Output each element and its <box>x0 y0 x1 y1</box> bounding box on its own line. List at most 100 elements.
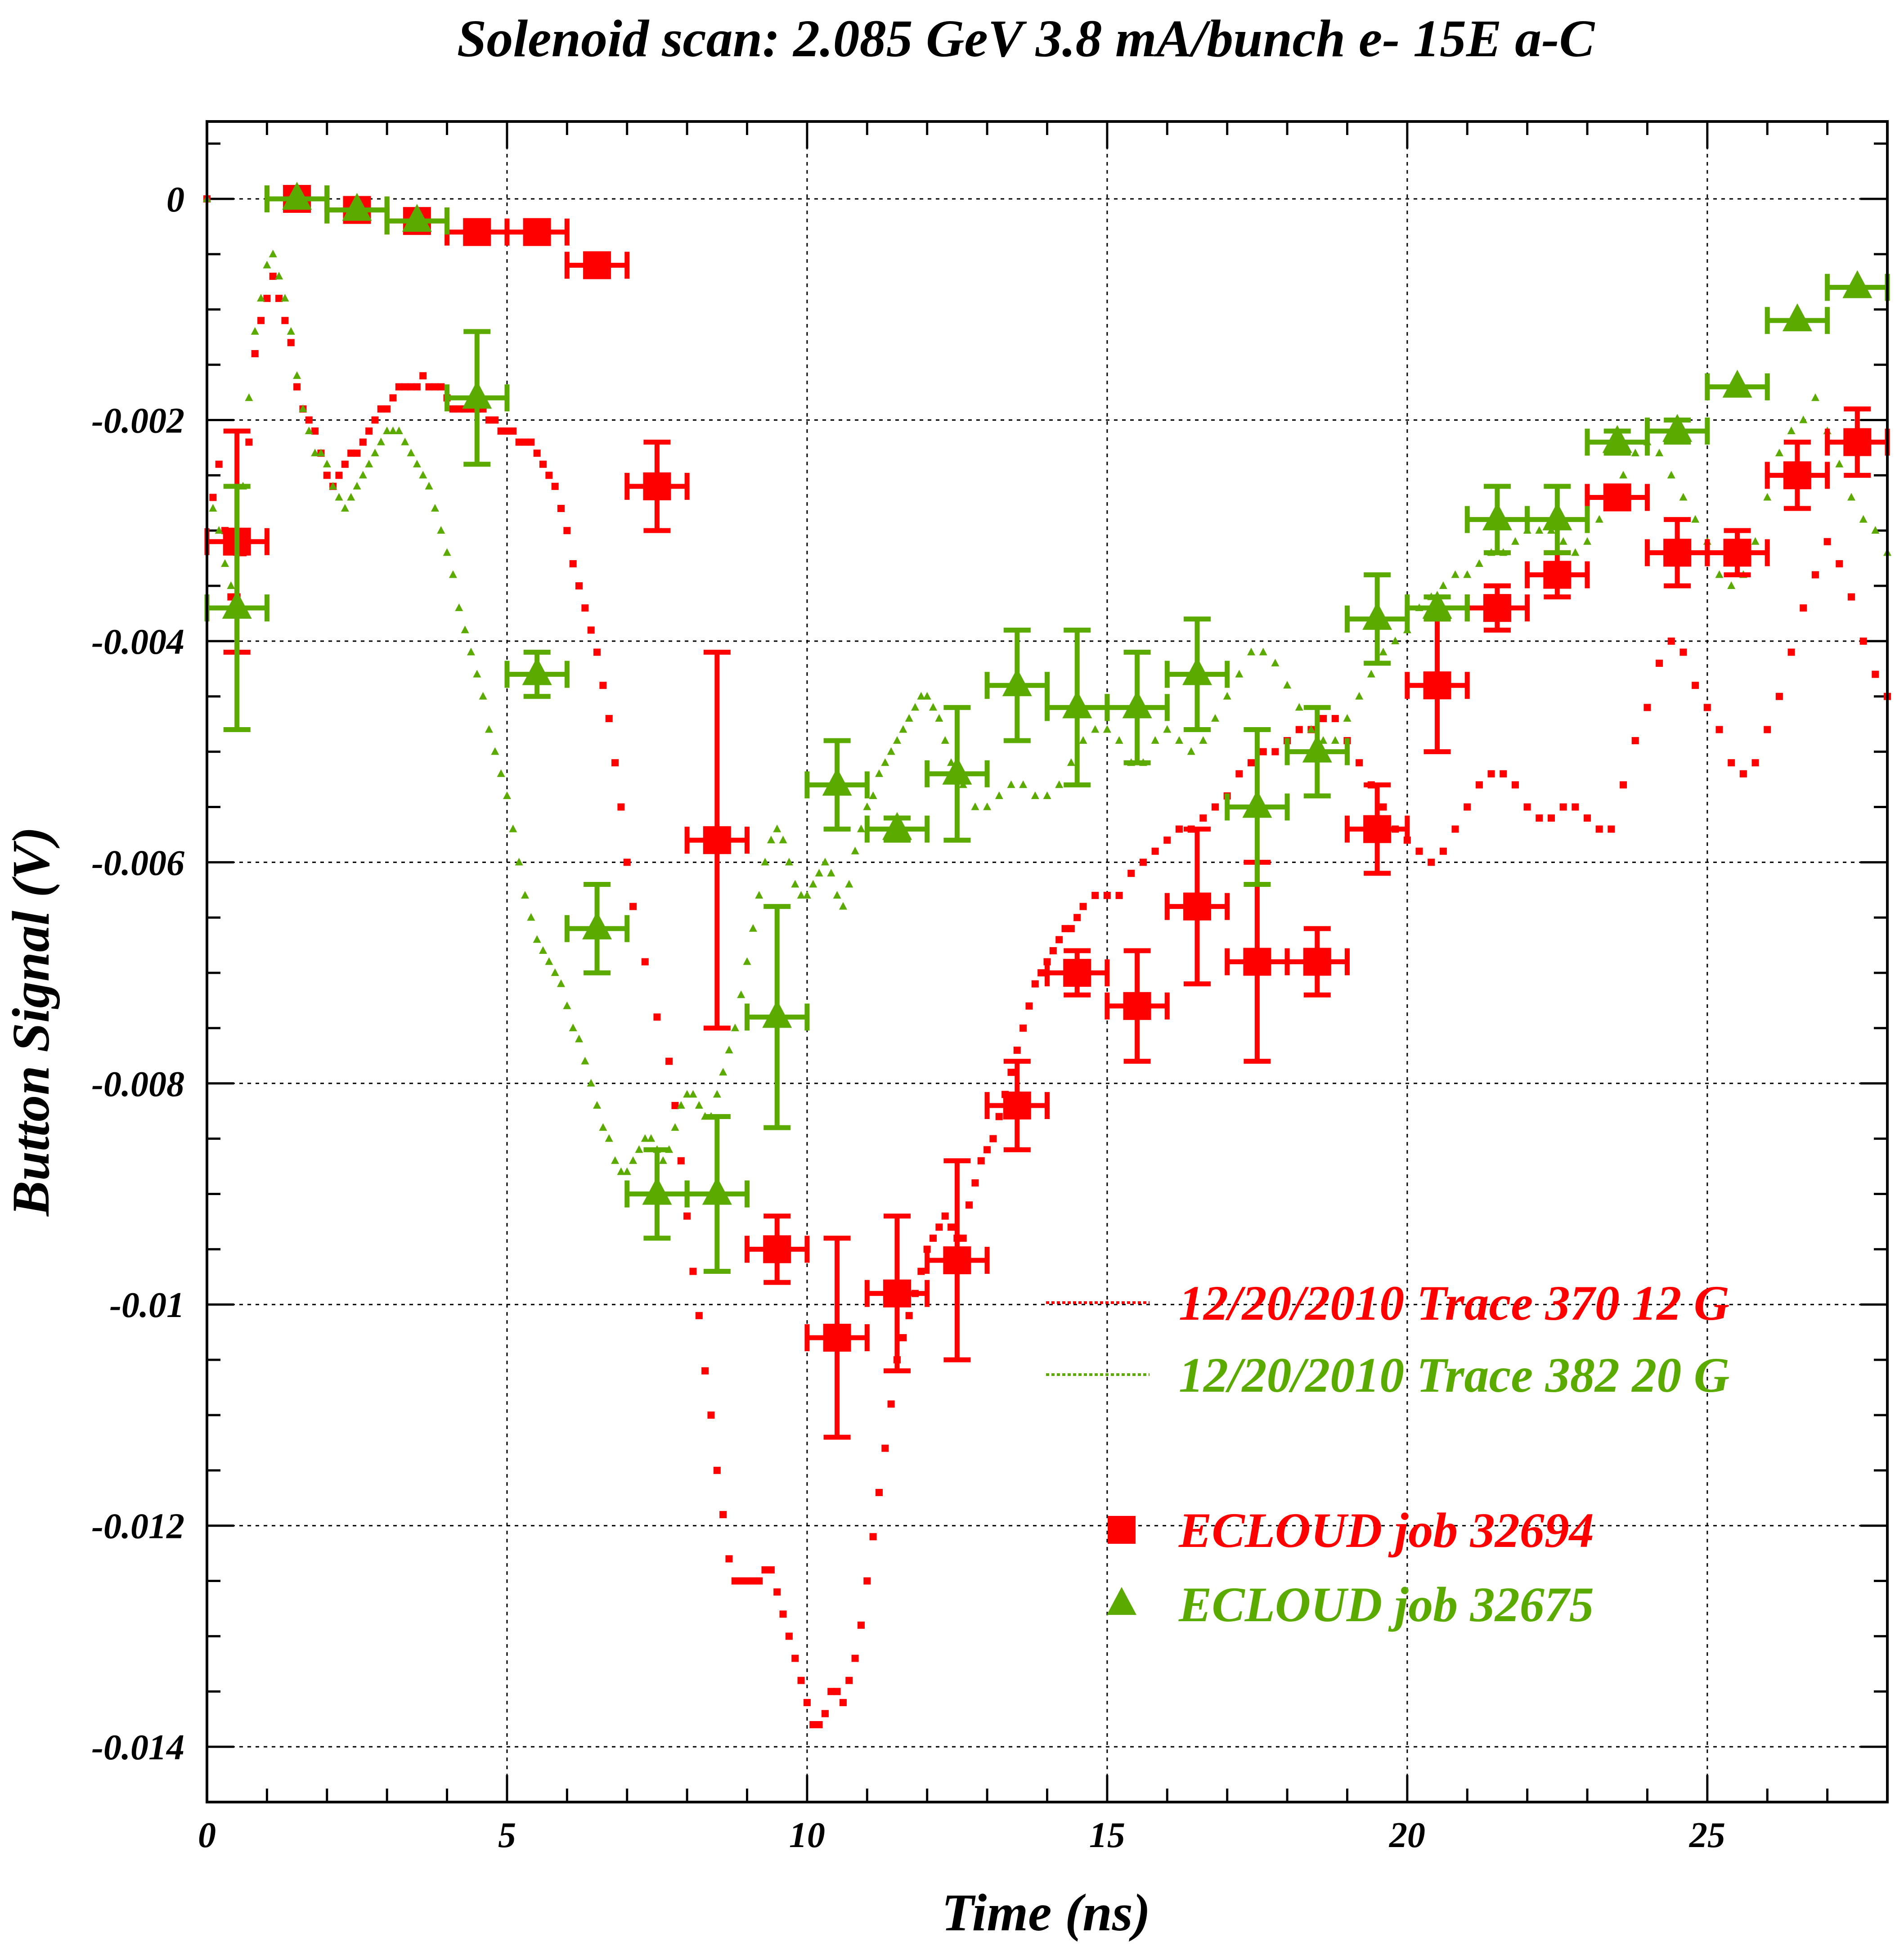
trace-point <box>923 692 931 700</box>
trace-point <box>863 1577 871 1585</box>
trace-point <box>293 371 301 379</box>
legend-entry: 12/20/2010 Trace 370 12 G <box>1046 1276 1729 1331</box>
trace-point <box>917 1268 925 1275</box>
trace-point <box>431 383 439 391</box>
data-point <box>1482 502 1512 530</box>
trace-point <box>851 846 859 854</box>
trace-point <box>263 295 271 302</box>
trace-point <box>563 1001 571 1009</box>
trace-point <box>779 1610 787 1618</box>
plot-frame <box>206 120 1889 1803</box>
trace-point <box>1271 748 1279 755</box>
trace-point <box>1212 803 1219 811</box>
trace-point <box>617 803 625 811</box>
trace-point <box>335 472 343 479</box>
y-axis-label: Button Signal (V) <box>1 827 60 1217</box>
trace-point <box>1356 759 1363 767</box>
trace-point <box>269 273 277 280</box>
trace-point <box>833 1688 841 1695</box>
trace-point <box>323 459 331 468</box>
data-point <box>1603 483 1631 512</box>
trace-point <box>1763 493 1772 501</box>
trace-point <box>1872 670 1879 678</box>
trace-point <box>485 725 493 733</box>
trace-point <box>365 427 373 435</box>
trace-point <box>713 1090 721 1098</box>
trace-point <box>1775 449 1783 457</box>
trace-point <box>587 1079 595 1087</box>
trace-point <box>971 1179 979 1187</box>
data-point <box>1782 303 1812 332</box>
trace-point <box>791 1654 799 1662</box>
trace-point <box>767 1566 775 1573</box>
legend-label: ECLOUD job 32694 <box>1178 1503 1594 1558</box>
trace-point <box>209 504 217 512</box>
trace-point <box>779 836 787 844</box>
trace-point <box>1307 725 1316 733</box>
simulation-series <box>204 182 1890 1274</box>
trace-point <box>821 858 829 866</box>
trace-point <box>893 736 902 744</box>
data-point <box>943 1246 971 1274</box>
trace-point <box>281 294 289 302</box>
trace-point <box>977 1157 985 1164</box>
trace-point <box>287 339 295 346</box>
trace-point <box>1007 1069 1015 1076</box>
trace-point <box>1379 803 1387 811</box>
trace-point <box>455 405 463 413</box>
data-point <box>882 812 912 840</box>
y-tick-label: -0.004 <box>91 622 184 662</box>
data-point <box>1723 539 1751 567</box>
trace-point <box>815 868 823 877</box>
y-tick-label: -0.01 <box>109 1286 184 1325</box>
trace-point <box>899 725 907 733</box>
trace-point <box>1715 726 1723 733</box>
trace-point <box>509 427 517 435</box>
data-point <box>582 911 612 940</box>
data-point <box>642 1177 672 1205</box>
trace-point <box>251 350 259 358</box>
trace-point <box>671 1123 679 1131</box>
trace-point <box>1608 825 1615 833</box>
trace-point <box>365 459 373 468</box>
trace-point <box>948 1223 955 1231</box>
x-tick-label: 5 <box>498 1816 516 1855</box>
trace-point <box>323 472 331 479</box>
trace-point <box>695 1312 703 1319</box>
trace-point <box>851 1654 859 1662</box>
data-point <box>462 381 492 409</box>
trace-point <box>419 471 427 479</box>
trace-point <box>1055 936 1063 944</box>
trace-point <box>755 1577 763 1585</box>
data-point <box>1483 594 1511 622</box>
trace-point <box>581 604 589 612</box>
trace-point <box>1451 570 1459 578</box>
legend-entry: 12/20/2010 Trace 382 20 G <box>1046 1348 1729 1403</box>
trace-point <box>401 437 409 445</box>
legend-square-swatch <box>1108 1516 1136 1544</box>
y-tick-label: -0.012 <box>91 1507 184 1546</box>
trace-point <box>329 481 337 490</box>
trace-point <box>545 472 553 479</box>
trace-point <box>539 460 547 468</box>
trace-point <box>1439 581 1447 589</box>
trace-point <box>461 625 469 634</box>
trace-point <box>876 1488 883 1496</box>
trace-point <box>731 1577 739 1585</box>
data-point <box>1303 948 1331 976</box>
trace-point <box>1764 726 1771 733</box>
chart-title: Solenoid scan: 2.085 GeV 3.8 mA/bunch e-… <box>457 9 1595 68</box>
data-point <box>463 218 491 246</box>
trace-point <box>959 1234 967 1242</box>
trace-point <box>1439 847 1447 855</box>
trace-point <box>227 593 235 601</box>
trace-point <box>887 747 895 755</box>
trace-point <box>1139 859 1147 866</box>
trace-point <box>275 272 283 280</box>
trace-point <box>1691 515 1700 523</box>
trace-point <box>221 559 229 567</box>
trace-point <box>1211 714 1219 722</box>
trace-point <box>509 824 517 832</box>
x-tick-label: 15 <box>1089 1816 1125 1855</box>
